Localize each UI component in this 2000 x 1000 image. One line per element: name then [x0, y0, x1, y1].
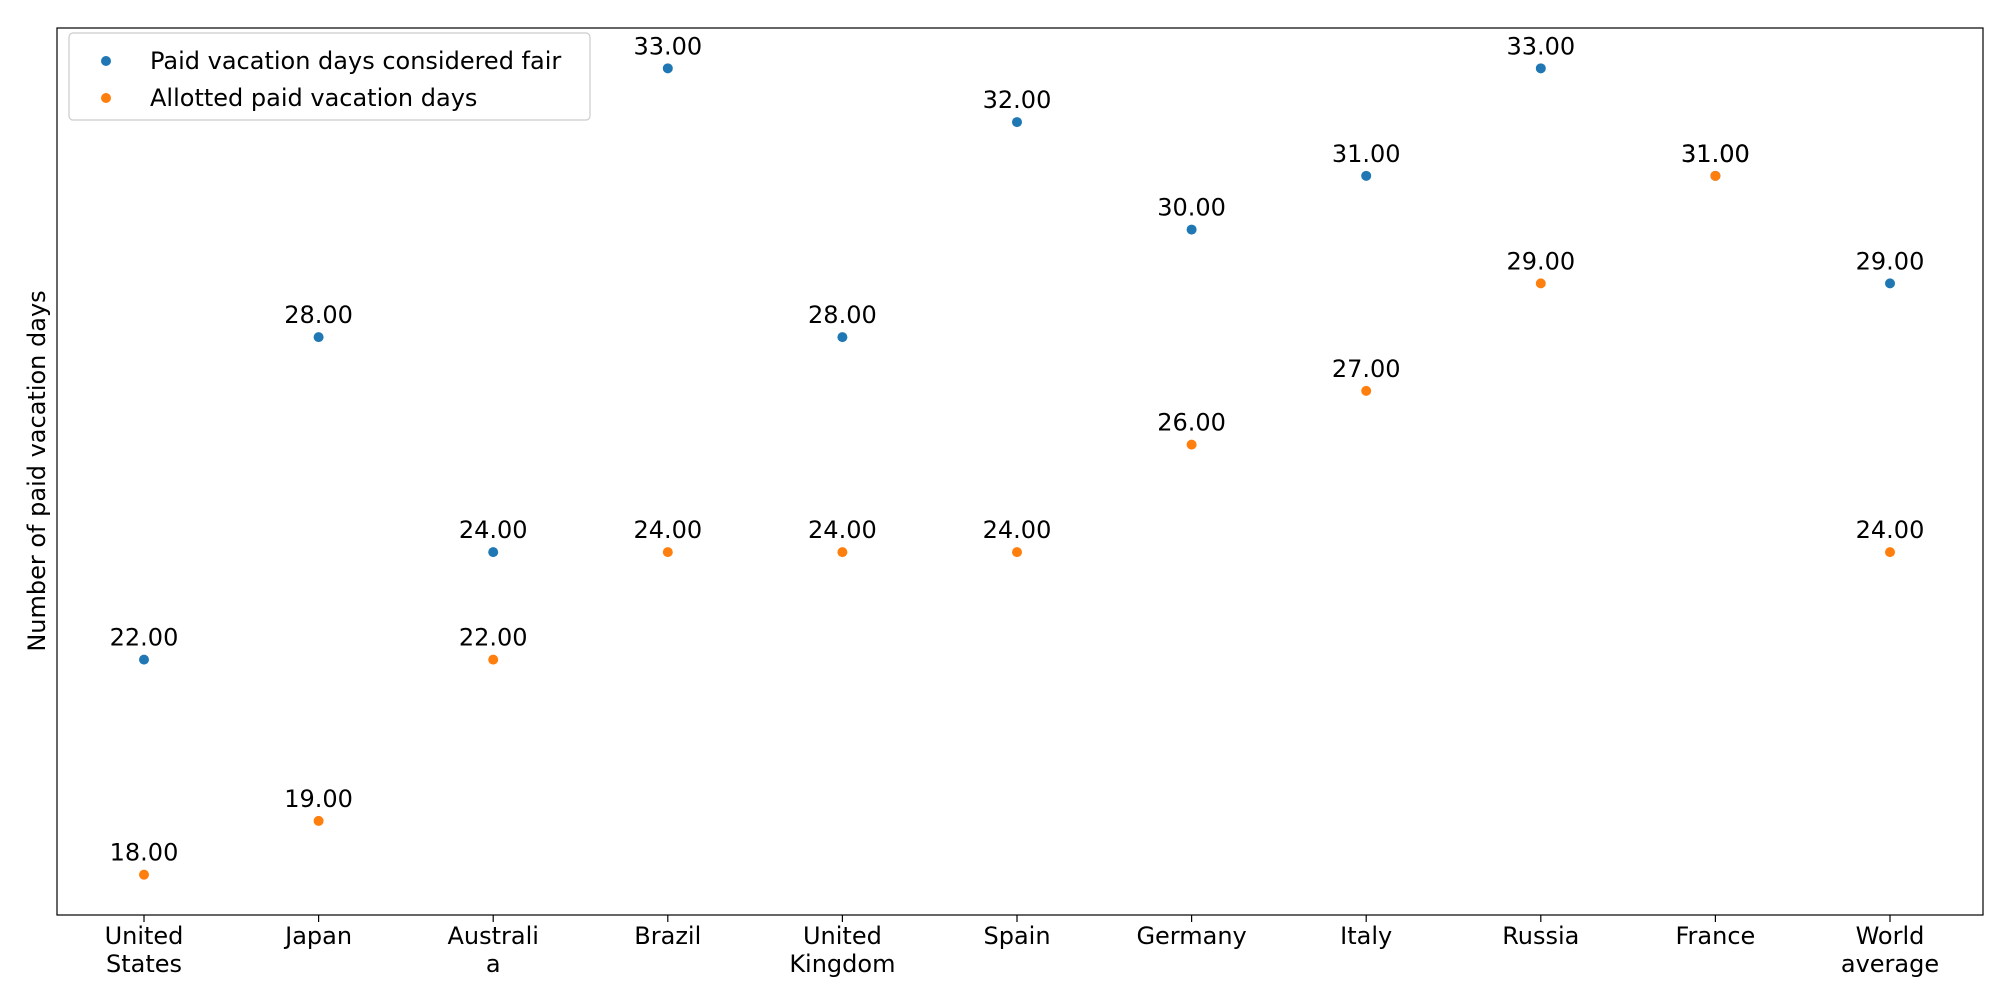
x-tick-label-line: a	[486, 950, 501, 978]
data-label: 24.00	[808, 516, 877, 544]
x-tick-label-line: United	[105, 922, 184, 950]
data-point	[837, 547, 848, 558]
x-tick-label: France	[1675, 922, 1755, 950]
data-label: 27.00	[1332, 355, 1401, 383]
data-point	[139, 869, 149, 880]
data-label: 24.00	[983, 516, 1052, 544]
data-label: 18.00	[110, 839, 179, 867]
data-label: 24.00	[459, 516, 528, 544]
x-tick-label: United States	[105, 922, 184, 978]
data-label: 22.00	[110, 624, 179, 652]
x-tick-label-line: United	[803, 922, 882, 950]
x-tick-label: Italy	[1340, 922, 1392, 950]
x-tick-label-line: States	[106, 950, 182, 978]
x-tick-label-line: Russia	[1502, 922, 1579, 950]
data-label: 29.00	[1856, 247, 1925, 275]
x-tick-label: Japan	[283, 922, 352, 950]
data-point	[1012, 547, 1022, 558]
plot-area-frame	[56, 27, 1984, 916]
x-tick-label: Germany	[1136, 922, 1246, 950]
data-label: 32.00	[983, 86, 1052, 114]
x-tick-label-line: Italy	[1340, 922, 1392, 950]
data-label: 19.00	[284, 785, 353, 813]
x-tick-label-line: Spain	[983, 922, 1050, 950]
data-label: 26.00	[1157, 409, 1226, 437]
data-label: 28.00	[284, 301, 353, 329]
data-label: 31.00	[1332, 140, 1401, 168]
x-tick-label-line: average	[1841, 950, 1939, 978]
data-point	[488, 547, 499, 558]
legend-box	[68, 32, 591, 121]
y-axis-title: Number of paid vacation days	[23, 290, 51, 651]
legend-marker-fair	[101, 56, 111, 66]
data-point	[1186, 224, 1197, 235]
data-point	[313, 815, 324, 826]
data-label: 30.00	[1157, 194, 1226, 222]
x-tick-label: United Kingdom	[789, 922, 895, 978]
data-point	[837, 332, 848, 343]
x-tick-label-line: Japan	[283, 922, 352, 950]
data-label: 24.00	[633, 516, 702, 544]
legend-label-allotted: Allotted paid vacation days	[150, 84, 477, 112]
data-label: 33.00	[633, 32, 702, 60]
x-tick-label-line: Brazil	[634, 922, 701, 950]
x-tick-label-line: Germany	[1136, 922, 1246, 950]
data-label: 31.00	[1681, 140, 1750, 168]
data-point	[1535, 278, 1546, 289]
x-tick-label: Spain	[983, 922, 1050, 950]
data-point	[1012, 117, 1022, 128]
data-label: 28.00	[808, 301, 877, 329]
x-tick-label-line: Kingdom	[789, 950, 895, 978]
data-point	[662, 547, 673, 558]
series-allotted: 18.00 19.00 22.00 24.00 24.00 24.00 26.00 27.00…	[110, 140, 1925, 880]
x-tick-label: World average	[1841, 922, 1939, 978]
x-tick-label: Brazil	[634, 922, 701, 950]
data-label: 24.00	[1856, 516, 1925, 544]
data-label: 22.00	[459, 624, 528, 652]
data-point	[488, 654, 499, 665]
x-tick-label-line: France	[1675, 922, 1755, 950]
data-point	[1361, 170, 1372, 181]
data-label: 33.00	[1506, 32, 1575, 60]
data-point	[662, 63, 673, 74]
legend-label-fair: Paid vacation days considered fair	[150, 47, 561, 75]
data-label: 29.00	[1506, 247, 1575, 275]
data-point	[139, 654, 149, 665]
legend-marker-allotted	[101, 93, 111, 103]
data-label: 31.00	[1681, 140, 1750, 168]
data-point	[313, 332, 324, 343]
x-tick-label-line: World	[1856, 922, 1925, 950]
x-tick-label-line: Australi	[447, 922, 538, 950]
data-point	[1710, 170, 1721, 181]
legend: Paid vacation days considered fair Allot…	[68, 32, 591, 121]
series-fair: 22.00 28.00 24.00 33.00 28.00 32.00 30.00 31.00…	[110, 32, 1925, 665]
x-tick-label: Russia	[1502, 922, 1579, 950]
data-point	[1885, 547, 1895, 558]
data-point	[1535, 63, 1546, 74]
series-layer: 22.00 28.00 24.00 33.00 28.00 32.00 30.00 31.00…	[110, 32, 1925, 880]
data-point	[1186, 439, 1197, 450]
data-point	[1885, 278, 1895, 289]
data-point	[1361, 385, 1372, 396]
x-tick-label: Australi a	[447, 922, 538, 978]
